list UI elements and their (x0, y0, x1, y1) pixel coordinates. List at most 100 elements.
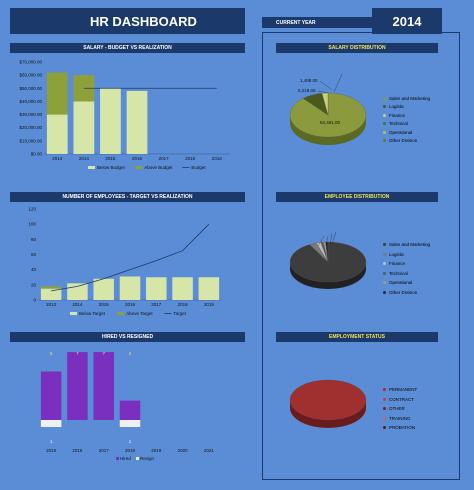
legend-dot (383, 281, 386, 285)
legend-swatch (135, 166, 143, 169)
legend-label: Operational (389, 280, 413, 286)
legend-label: PERMANENT (389, 387, 418, 393)
leader-line (317, 235, 325, 247)
legend-swatch (117, 312, 125, 315)
bar-below (40, 288, 62, 300)
x-tick-label: 2018 (185, 156, 196, 161)
hired-data-label: 7 (76, 351, 79, 356)
bar-hired (93, 352, 114, 420)
pie-side (290, 400, 366, 428)
legend-label: PROBATION (389, 425, 416, 431)
legend-label: Finance (389, 261, 406, 267)
pie-slice (289, 379, 367, 421)
legend-label: TRAINING (389, 415, 411, 421)
y-tick-label: $50,000.00 (19, 86, 42, 91)
pie-data-label: 52,451.00 (320, 120, 341, 125)
y-tick-label: $10,000.00 (19, 138, 42, 143)
leader-line (329, 233, 333, 245)
resign-data-label: 1 (129, 439, 132, 444)
employees-chart: 0 20 40 60 80 100 120 2013 2014 2015 2016 2017 2018 2… (28, 207, 222, 316)
x-tick-label: 2019 (204, 302, 215, 307)
y-tick-label: 60 (31, 252, 37, 257)
bar-below (126, 90, 148, 154)
legend-label: Other Division (389, 138, 418, 144)
current-year-value[interactable]: 2014 (372, 8, 442, 34)
legend-dot (383, 426, 386, 430)
bar-below (172, 277, 193, 300)
y-tick-label: 120 (28, 207, 36, 212)
legend-label: Hired (120, 456, 131, 461)
legend-dot (383, 113, 386, 117)
hired-chart: 5 1 2015 7 2016 7 2017 2 1 2018 2019 2020 2021 Hired R… (40, 351, 215, 461)
bar-below (67, 283, 88, 300)
legend-label: Logistic (389, 251, 405, 257)
legend-label: Technical (389, 121, 408, 127)
bar-above (40, 286, 62, 289)
y-tick-label: $40,000.00 (19, 99, 42, 104)
legend-dot (383, 122, 386, 126)
legend-dot (383, 139, 386, 143)
employees-section-title: NUMBER OF EMPLOYEES - TARGET VS REALIZAT… (10, 192, 245, 202)
x-tick-label: 2013 (52, 156, 63, 161)
y-tick-label: 100 (28, 222, 36, 227)
legend-label: CONTRACT (389, 396, 414, 402)
y-tick-label: $30,000.00 (19, 112, 42, 117)
legend-label: Finance (389, 112, 406, 118)
legend-dot (383, 130, 386, 134)
legend-item: Finance (383, 111, 430, 120)
legend-item: Logistic (383, 250, 430, 260)
salary-distribution-pie: 52,451.00 5,219.00 1,488.00 (289, 73, 367, 145)
legend-item: CONTRACT (383, 395, 417, 405)
legend-label: Sales and Marketing (389, 242, 431, 248)
legend-label: Other Division (389, 289, 418, 295)
bar-hired (67, 352, 88, 420)
legend-label: Below Target (79, 311, 106, 316)
bar-below (198, 277, 220, 300)
bar-below (146, 277, 167, 300)
legend-dot (383, 252, 386, 256)
x-tick-label: 2017 (151, 302, 162, 307)
legend-dot (383, 397, 386, 401)
legend-item: Operational (383, 278, 430, 288)
bar-below (119, 276, 141, 300)
legend-label: Resign (140, 456, 155, 461)
leader-line (319, 80, 333, 91)
x-tick-label: 2016 (132, 156, 143, 161)
legend-label: Sales and Marketing (389, 95, 431, 101)
legend-item: Finance (383, 259, 430, 269)
legend-item: PROBATION (383, 423, 417, 433)
hired-data-label: 2 (129, 351, 132, 356)
legend-label: Technical (389, 270, 408, 276)
legend-label: Budget (191, 165, 206, 170)
bar-resign (40, 420, 62, 427)
employment-status-pie (289, 379, 367, 428)
legend-item: Operational (383, 128, 430, 137)
pie-side (290, 115, 366, 145)
employee-pie-legend: Sales and Marketing Logistic Finance Techni… (383, 240, 430, 297)
legend-dot (383, 96, 386, 100)
salary-dist-title: SALARY DISTRIBUTION (276, 43, 438, 53)
x-tick-label: 2021 (204, 448, 215, 453)
pie-side (290, 262, 366, 289)
legend-dot (383, 416, 386, 420)
x-tick-label: 2015 (46, 448, 57, 453)
legend-dot (383, 407, 386, 411)
bar-hired (40, 371, 62, 420)
x-tick-label: 2017 (99, 448, 110, 453)
salary-chart: $0.00 $10,000.00 $20,000.00 $30,000.00 $40,0… (19, 60, 230, 170)
bar-resign (119, 420, 141, 427)
bar-below (93, 278, 114, 300)
pie-data-label: 1,488.00 (300, 78, 318, 83)
legend-dot (383, 271, 386, 275)
x-tick-label: 2016 (125, 302, 136, 307)
x-tick-label: 2014 (79, 156, 90, 161)
x-tick-label: 2020 (178, 448, 189, 453)
x-tick-label: 2015 (105, 156, 116, 161)
status-pie-legend: PERMANENT CONTRACT OTHER TRAINING PROBATION (383, 385, 417, 433)
x-tick-label: 2013 (46, 302, 57, 307)
legend-swatch (70, 312, 77, 315)
legend-label: Logistic (389, 104, 405, 110)
legend-item: Other Division (383, 288, 430, 298)
y-tick-label: 80 (31, 237, 37, 242)
legend-dot (383, 290, 386, 294)
